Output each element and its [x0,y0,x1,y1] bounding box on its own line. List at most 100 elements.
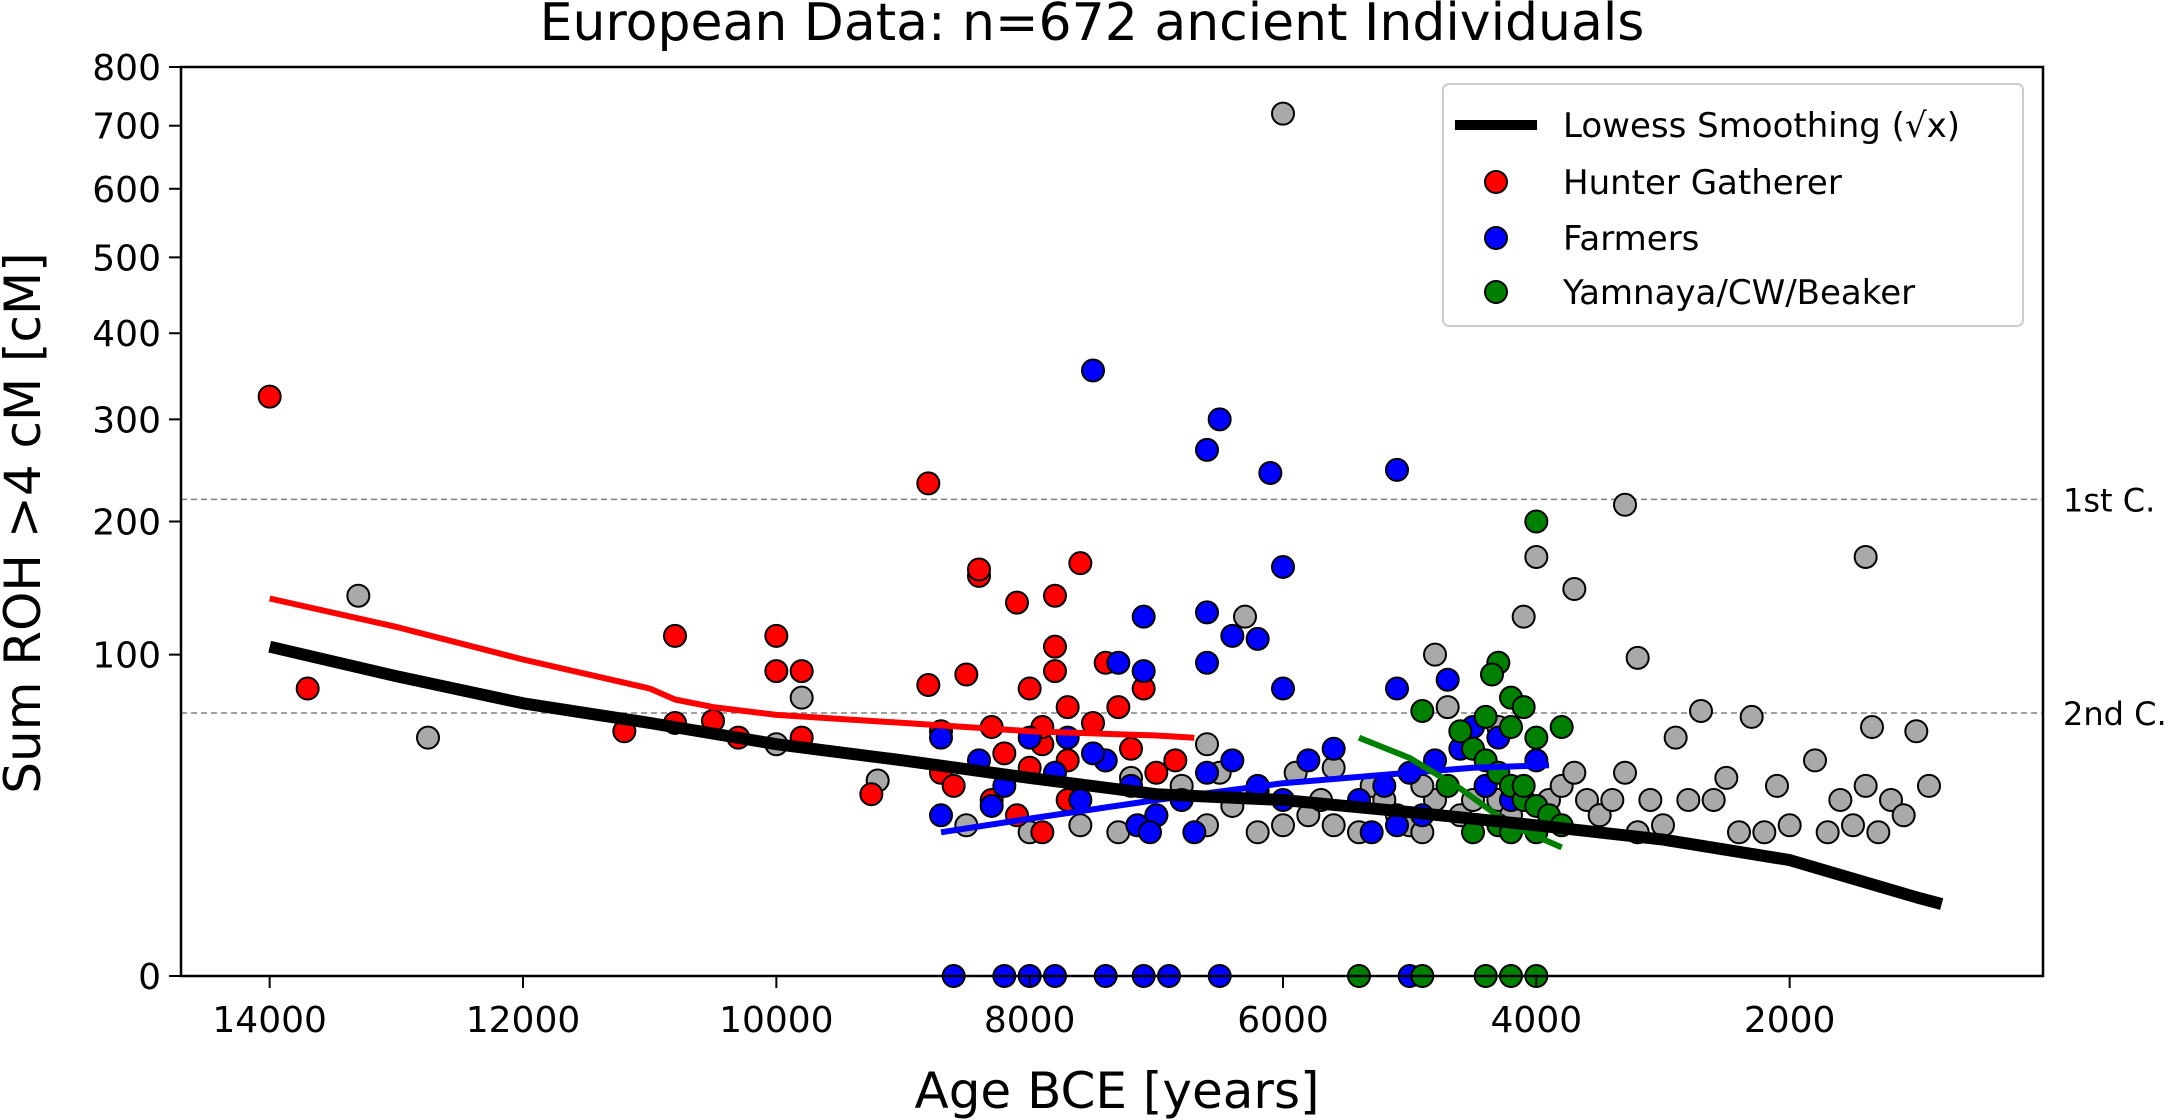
data-point [1562,577,1587,602]
data-point [1423,642,1447,667]
x-tick-label: 10000 [719,1000,834,1041]
data-point [1068,551,1093,576]
legend-frame [1442,83,2024,327]
y-tick-label: 700 [92,107,161,148]
data-point [1005,590,1029,615]
data-point [1195,650,1219,675]
data-point [1271,101,1295,126]
data-point [1917,773,1941,798]
data-point [1853,544,1878,569]
data-point [1245,820,1270,845]
data-point [967,557,991,582]
data-point [1841,813,1865,838]
y-axis-label: Sum ROH >4 cM [cM] [0,252,52,793]
data-point [1385,676,1409,701]
data-point [1613,492,1637,517]
y-tick-label: 100 [92,636,161,677]
data-point [1473,704,1498,729]
data-point [1600,787,1625,812]
data-point [1499,715,1523,740]
smoothing-line-hunter_gatherer [269,595,1195,741]
legend-label-hunter_gatherer: Hunter Gatherer [1563,163,1842,203]
data-point [1119,736,1143,761]
smoothing-line-smoothing [268,640,1944,910]
y-tick-label: 300 [92,400,161,441]
data-point [992,741,1017,766]
chart-title: European Data: n=672 ancient Individuals [540,0,1645,53]
data-point [789,685,814,710]
data-point [1625,645,1650,670]
data-point [1321,736,1346,761]
data-point [1410,698,1435,723]
data-point [764,623,789,648]
data-point [764,659,789,684]
data-point [1853,773,1878,798]
data-point [1435,667,1460,692]
x-tick-label: 2000 [1744,1000,1836,1041]
data-point [1258,460,1283,485]
data-point [929,725,953,750]
y-tick-label: 800 [92,48,161,89]
reference-label: 1st C. [2063,481,2155,519]
data-point [1739,704,1764,729]
data-point [1182,820,1207,845]
data-point [1195,760,1219,785]
y-tick-label: 200 [92,503,161,544]
data-point [1575,787,1599,812]
data-point [1524,509,1549,534]
data-point [1562,760,1587,785]
data-point [1613,760,1637,785]
y-tick-label: 500 [92,238,161,279]
reference-label: 2nd C. [2063,695,2167,733]
data-point [1043,583,1067,608]
legend-label-farmers: Farmers [1563,219,1699,259]
x-tick-label: 14000 [212,1000,327,1041]
y-tick-label: 600 [92,170,161,211]
data-point [941,773,966,798]
data-point [1271,676,1295,701]
legend-marker-hunter_gatherer [1484,170,1508,194]
data-point [1727,820,1751,845]
data-point [1233,604,1257,629]
legend-marker-yamnaya [1484,280,1508,304]
data-point [1195,600,1219,625]
data-point [1777,813,1802,838]
data-point [916,672,941,697]
data-point [1879,787,1903,812]
x-tick-label: 8000 [984,1000,1076,1041]
data-point [1866,820,1891,845]
data-point [1828,787,1853,812]
data-point [1549,715,1574,740]
data-point [1106,650,1131,675]
data-point [416,725,440,750]
x-tick-label: 12000 [466,1000,581,1041]
data-point [1195,732,1219,757]
data-point [1296,748,1321,773]
data-point [1803,748,1827,773]
data-point [1017,676,1042,701]
data-point [1131,604,1156,629]
data-point [1131,659,1156,684]
data-point [1511,773,1536,798]
data-point [1714,765,1739,790]
data-point [1245,626,1270,651]
data-point [663,623,687,648]
data-point [1860,715,1884,740]
data-point [1081,741,1105,766]
data-point [1220,748,1245,773]
legend-label-yamnaya: Yamnaya/CW/Beaker [1562,273,1915,313]
data-point [295,676,320,701]
smoothing-line-yamnaya [1357,734,1563,851]
legend-marker-farmers [1484,226,1508,250]
data-point [257,384,282,409]
data-point [1511,695,1536,720]
data-point [1271,554,1295,579]
data-point [1524,544,1549,569]
data-point [1207,407,1232,432]
data-point [1511,604,1536,629]
data-point [1638,787,1663,812]
data-point [1448,719,1473,744]
data-point [1220,623,1245,648]
data-point [1904,719,1929,744]
data-point [1676,787,1701,812]
